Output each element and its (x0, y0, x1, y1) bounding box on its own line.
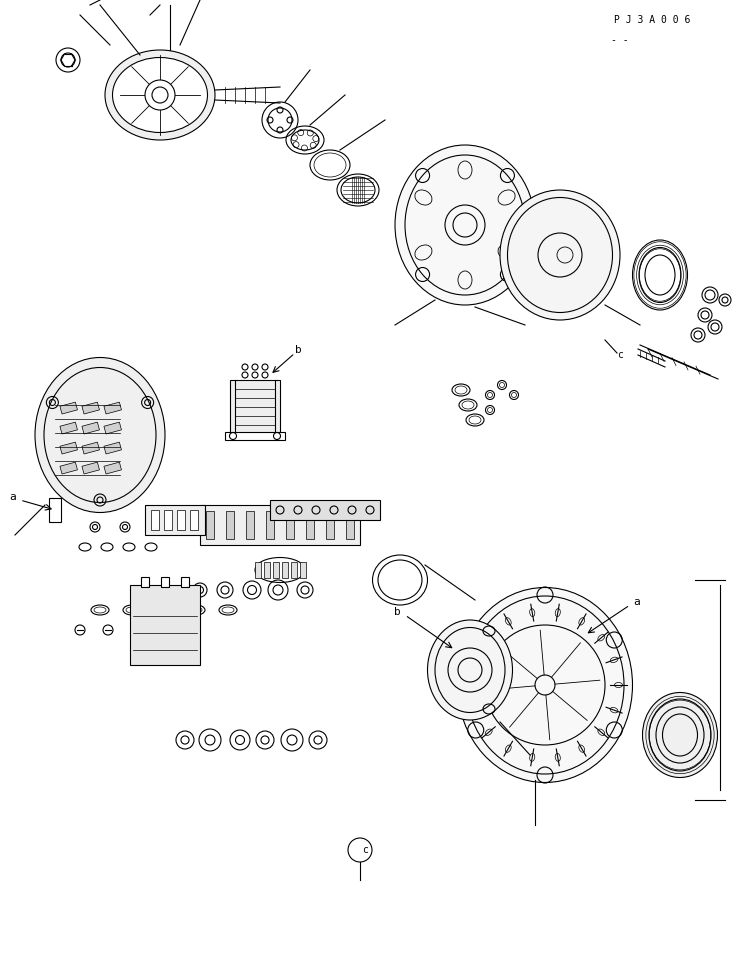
Ellipse shape (642, 693, 718, 778)
Text: a: a (10, 492, 16, 502)
Ellipse shape (500, 190, 620, 320)
Bar (226, 511, 234, 539)
Text: c: c (362, 845, 368, 855)
Bar (200, 505, 360, 545)
Bar (104, 422, 121, 434)
Bar (273, 562, 279, 578)
Ellipse shape (105, 50, 215, 140)
Bar (145, 505, 205, 535)
Bar (49, 498, 61, 522)
Ellipse shape (395, 145, 535, 305)
Bar (264, 562, 270, 578)
Circle shape (145, 80, 175, 110)
Bar (282, 562, 288, 578)
Bar (181, 577, 189, 587)
Bar (300, 562, 306, 578)
Bar (82, 402, 99, 414)
Bar (326, 511, 334, 539)
Bar (291, 562, 297, 578)
Bar (104, 442, 121, 454)
Bar (82, 442, 99, 454)
Bar (60, 462, 78, 474)
Bar (346, 511, 354, 539)
Text: c: c (617, 350, 623, 360)
Ellipse shape (255, 558, 305, 583)
Bar (60, 402, 78, 414)
Bar (82, 422, 99, 434)
Bar (190, 510, 198, 530)
Bar (225, 432, 285, 440)
Bar (161, 577, 169, 587)
Text: - -: - - (611, 35, 629, 45)
Bar (164, 510, 172, 530)
Bar (151, 510, 159, 530)
Ellipse shape (457, 588, 633, 783)
Bar (141, 577, 149, 587)
Bar (177, 510, 185, 530)
Bar (255, 562, 261, 578)
Ellipse shape (428, 620, 513, 720)
Text: b: b (295, 345, 301, 355)
Bar (270, 500, 380, 520)
Bar (230, 380, 280, 435)
Text: b: b (394, 607, 400, 617)
Bar (286, 511, 294, 539)
Bar (306, 511, 314, 539)
Bar (104, 462, 121, 474)
Bar (60, 422, 78, 434)
Text: P J 3 A 0 0 6: P J 3 A 0 0 6 (613, 15, 690, 25)
Bar (104, 402, 121, 414)
Bar (266, 511, 274, 539)
Bar (82, 462, 99, 474)
Bar (246, 511, 254, 539)
Ellipse shape (112, 58, 207, 132)
Bar (206, 511, 214, 539)
Bar (60, 442, 78, 454)
Text: a: a (633, 597, 640, 607)
Bar (130, 585, 200, 665)
Ellipse shape (35, 357, 165, 512)
